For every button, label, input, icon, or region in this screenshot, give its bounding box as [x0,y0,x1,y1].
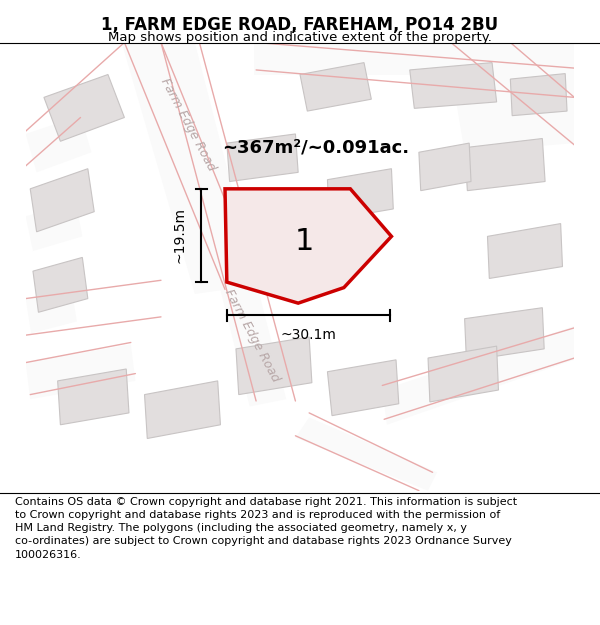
Polygon shape [236,337,312,394]
Polygon shape [30,169,94,232]
Text: Contains OS data © Crown copyright and database right 2021. This information is : Contains OS data © Crown copyright and d… [15,497,517,559]
Text: ~30.1m: ~30.1m [280,328,336,342]
Text: Farm Edge Road: Farm Edge Road [223,286,283,384]
Polygon shape [26,202,82,251]
Polygon shape [419,143,471,191]
Polygon shape [446,42,574,152]
Polygon shape [122,42,227,294]
Text: 1, FARM EDGE ROAD, FAREHAM, PO14 2BU: 1, FARM EDGE ROAD, FAREHAM, PO14 2BU [101,16,499,34]
Polygon shape [44,74,124,141]
Polygon shape [464,139,545,191]
Polygon shape [26,116,91,172]
Text: ~19.5m: ~19.5m [173,208,187,264]
Polygon shape [487,224,562,279]
Polygon shape [328,169,393,220]
Text: Map shows position and indicative extent of the property.: Map shows position and indicative extent… [108,31,492,44]
Polygon shape [295,418,437,491]
Polygon shape [58,369,129,425]
Polygon shape [428,346,499,402]
Polygon shape [26,344,136,399]
Polygon shape [158,42,286,406]
Polygon shape [382,326,579,425]
Polygon shape [145,381,220,439]
Polygon shape [254,42,574,74]
Text: 1: 1 [295,228,314,256]
Polygon shape [26,288,77,333]
Polygon shape [225,189,391,303]
Polygon shape [511,74,567,116]
Polygon shape [464,308,544,361]
Polygon shape [227,134,298,181]
Text: Farm Edge Road: Farm Edge Road [158,76,218,174]
Polygon shape [300,62,371,111]
Text: ~367m²/~0.091ac.: ~367m²/~0.091ac. [222,139,409,157]
Polygon shape [33,258,88,312]
Polygon shape [328,360,399,416]
Polygon shape [410,62,497,108]
